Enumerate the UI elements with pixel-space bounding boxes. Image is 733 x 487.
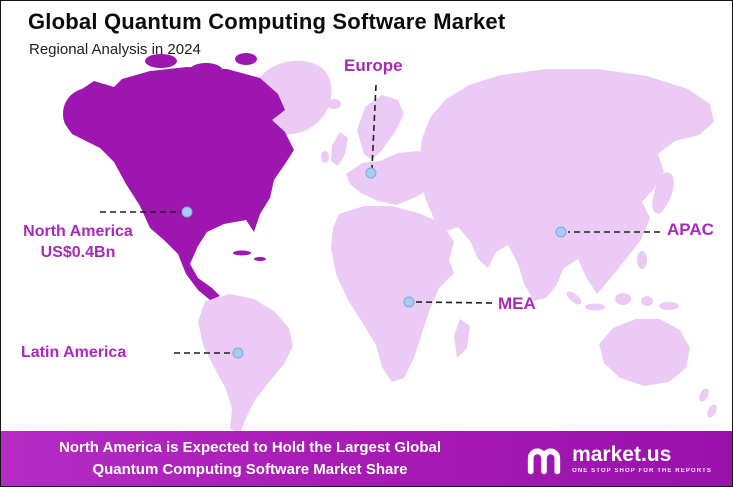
light-regions — [198, 60, 717, 433]
island-sulawesi — [641, 296, 653, 306]
continent-africa — [331, 206, 454, 382]
island-cuba — [233, 250, 251, 256]
marketus-logo: market.us ONE STOP SHOP FOR THE REPORTS — [525, 440, 712, 478]
island-uk — [331, 132, 348, 166]
marker-dot-europe — [365, 167, 377, 179]
marketus-logo-name: market.us — [572, 442, 672, 466]
label-mea: MEA — [498, 294, 536, 313]
region-scandinavia — [357, 95, 404, 160]
marketus-logo-tagline: ONE STOP SHOP FOR THE REPORTS — [572, 467, 712, 474]
continent-south-america — [198, 294, 293, 433]
island-japan — [652, 172, 674, 214]
island-borneo — [615, 293, 631, 305]
label-north-america-name: North America — [23, 223, 133, 240]
continent-asia — [419, 69, 714, 301]
page-subtitle: Regional Analysis in 2024 — [29, 41, 201, 58]
continent-europe — [346, 151, 440, 205]
island-new-guinea — [659, 302, 679, 310]
connector-europe — [371, 84, 377, 169]
label-apac: APAC — [667, 220, 714, 239]
banner-line-2: Quantum Computing Software Market Share — [92, 460, 408, 478]
island-java — [585, 303, 605, 311]
banner-annotation: North America is Expected to Hold the La… — [11, 437, 489, 481]
island-philippines — [637, 251, 647, 269]
banner-line-1: North America is Expected to Hold the La… — [58, 438, 442, 456]
bottom-banner: North America is Expected to Hold the La… — [1, 431, 732, 486]
marker-dot-mea — [403, 296, 415, 308]
marker-dot-latin-america — [232, 347, 244, 359]
highlighted-regions — [62, 53, 294, 300]
island-madagascar — [454, 319, 470, 358]
world-map — [62, 53, 717, 433]
label-latin-america: Latin America — [21, 344, 127, 361]
continent-australia — [599, 319, 690, 386]
island-sumatra — [566, 291, 582, 305]
marketus-logo-icon — [527, 448, 561, 474]
marker-dots — [181, 167, 567, 359]
island-ireland — [321, 151, 329, 163]
connector-lines — [100, 84, 660, 354]
island-new-zealand-north — [699, 388, 709, 402]
marker-dot-north-america — [181, 206, 193, 218]
label-north-america-value: US$0.4Bn — [40, 243, 116, 261]
continent-north-america — [62, 67, 294, 300]
label-north-america: North America US$0.4Bn — [4, 222, 152, 264]
island-new-zealand-south — [707, 404, 717, 418]
island-arctic-1 — [145, 54, 177, 68]
island-iceland — [327, 99, 341, 109]
label-europe: Europe — [344, 56, 403, 75]
page-title: Global Quantum Computing Software Market — [28, 9, 506, 34]
island-hispaniola — [254, 257, 266, 261]
marketus-logo-text-block: market.us ONE STOP SHOP FOR THE REPORTS — [572, 444, 712, 474]
marker-dot-apac — [555, 226, 567, 238]
connector-mea — [415, 301, 493, 304]
island-arctic-3 — [235, 53, 257, 65]
